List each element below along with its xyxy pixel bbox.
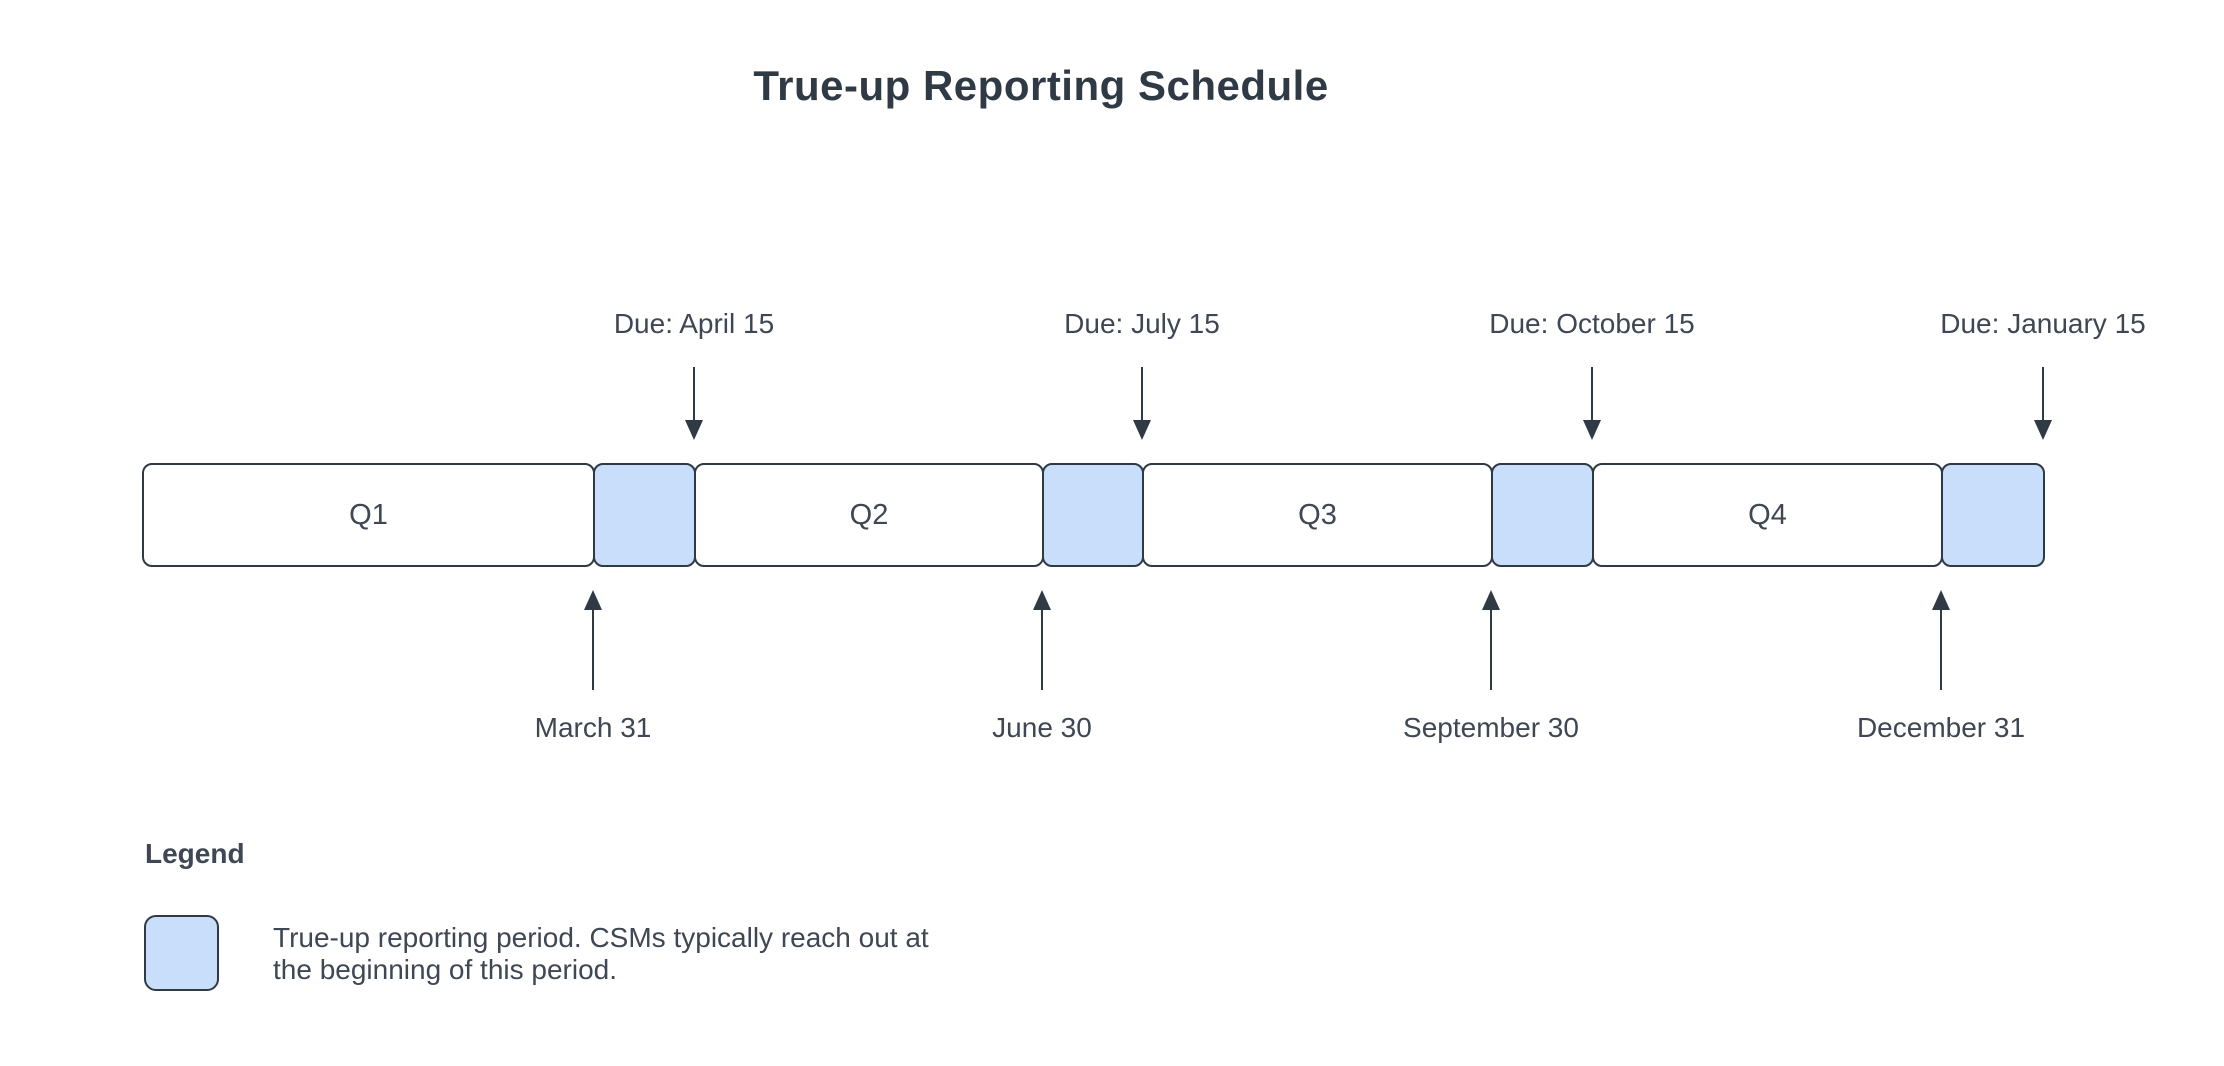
down-arrow-icon [685, 420, 703, 440]
up-arrow-icon [1932, 590, 1950, 610]
up-arrow-line [1041, 608, 1043, 690]
quarter-label: Q4 [1748, 498, 1787, 531]
quarter-box-q4: Q4 [1592, 463, 1943, 567]
legend-item-text: True-up reporting period. CSMs typically… [273, 922, 929, 985]
diagram-title: True-up Reporting Schedule [753, 62, 1329, 109]
up-arrow-line [1940, 608, 1942, 690]
down-arrow-line [1141, 367, 1143, 422]
due-date-label-q2: Due: July 15 [1064, 308, 1220, 339]
quarter-label: Q3 [1298, 498, 1337, 531]
up-arrow-icon [584, 590, 602, 610]
quarter-label: Q1 [349, 498, 388, 531]
quarter-box-q1: Q1 [142, 463, 595, 567]
quarter-end-label-q4: December 31 [1856, 712, 2026, 743]
up-arrow-icon [1482, 590, 1500, 610]
legend-heading: Legend [145, 838, 245, 869]
down-arrow-line [693, 367, 695, 422]
due-date-label-q1: Due: April 15 [613, 308, 775, 339]
down-arrow-icon [1583, 420, 1601, 440]
quarter-box-q2: Q2 [694, 463, 1044, 567]
down-arrow-line [1591, 367, 1593, 422]
quarter-box-q3: Q3 [1142, 463, 1493, 567]
quarter-label: Q2 [849, 498, 889, 531]
down-arrow-icon [1133, 420, 1151, 440]
up-arrow-icon [1033, 590, 1051, 610]
reporting-period-box-2 [1042, 463, 1144, 567]
reporting-period-box-3 [1491, 463, 1594, 567]
quarter-end-label-q3: September 30 [1403, 712, 1579, 743]
quarter-end-label-q2: June 30 [992, 712, 1092, 743]
reporting-period-box-4 [1941, 463, 2045, 567]
down-arrow-line [2042, 367, 2044, 422]
due-date-label-q4: Due: January 15 [1940, 308, 2146, 339]
quarter-end-label-q1: March 31 [534, 712, 652, 743]
down-arrow-icon [2034, 420, 2052, 440]
up-arrow-line [592, 608, 594, 690]
due-date-label-q3: Due: October 15 [1489, 308, 1695, 339]
reporting-period-swatch [144, 915, 219, 991]
up-arrow-line [1490, 608, 1492, 690]
reporting-period-box-1 [593, 463, 696, 567]
